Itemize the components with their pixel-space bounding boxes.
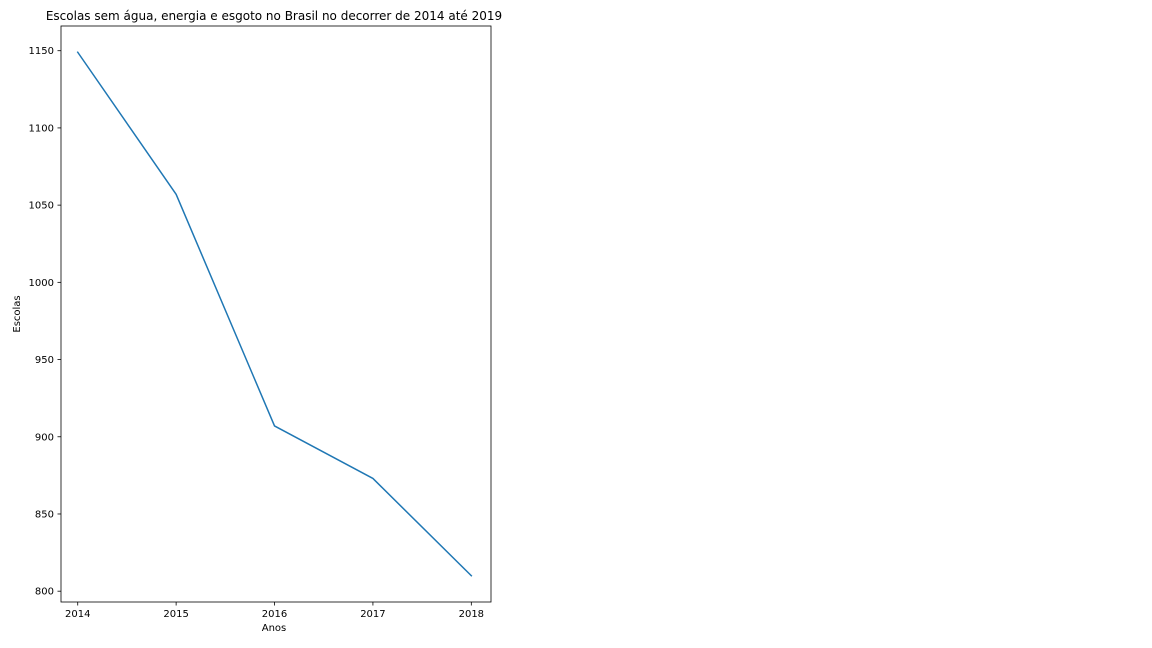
axes-frame — [60, 25, 492, 603]
y-axis-label: Escolas — [12, 295, 23, 332]
series-layer — [76, 51, 473, 577]
x-tick-label: 2018 — [459, 609, 484, 620]
x-tick-label: 2015 — [163, 609, 188, 620]
y-axis: 800 850 900 950 1000 1050 1100 1150 — [29, 46, 61, 598]
y-tick-label: 1000 — [29, 278, 54, 289]
plot-area: 2014 2015 2016 2017 2018 800 850 900 950 1000 105… — [29, 25, 492, 620]
y-tick-label: 1050 — [29, 201, 54, 212]
chart-title: Escolas sem água, energia e esgoto no Br… — [46, 9, 502, 23]
x-tick-label: 2014 — [65, 609, 90, 620]
y-tick-label: 1150 — [29, 46, 54, 57]
y-tick-label: 850 — [35, 509, 54, 520]
x-tick-label: 2016 — [262, 609, 287, 620]
y-tick-label: 1100 — [29, 123, 54, 134]
y-tick-label: 950 — [35, 355, 54, 366]
series-line-0 — [76, 51, 473, 577]
x-axis-label: Anos — [262, 623, 287, 634]
x-axis: 2014 2015 2016 2017 2018 — [65, 602, 484, 620]
x-tick-label: 2017 — [360, 609, 385, 620]
y-tick-label: 800 — [35, 587, 54, 598]
y-tick-label: 900 — [35, 432, 54, 443]
